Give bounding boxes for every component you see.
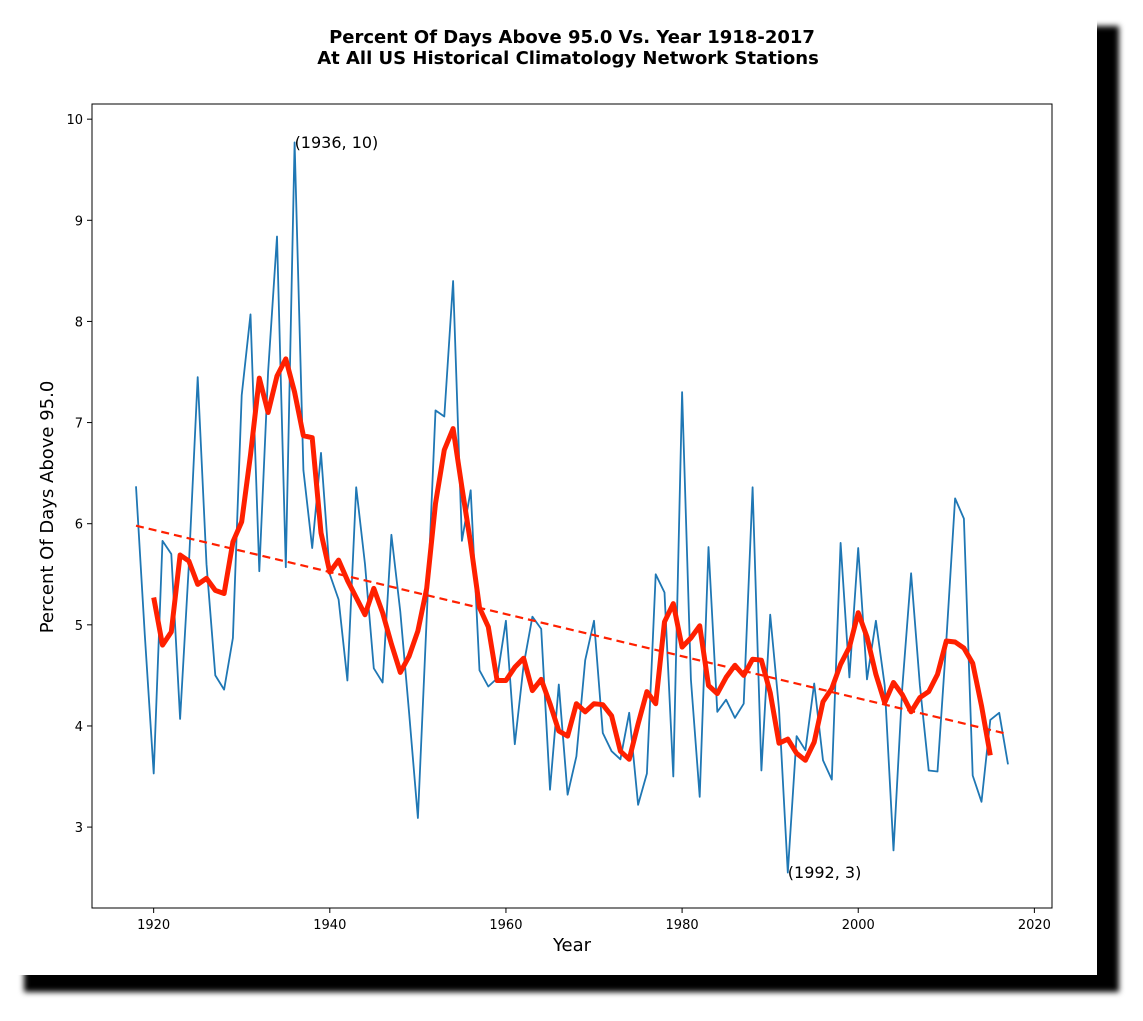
x-tick-label: 1980 [666, 918, 699, 933]
chart-title: Percent Of Days Above 95.0 Vs. Year 1918… [329, 27, 815, 48]
x-tick-label: 1920 [137, 918, 170, 933]
y-tick-label: 10 [66, 113, 83, 128]
y-tick-label: 3 [75, 821, 83, 836]
chart-subtitle: At All US Historical Climatology Network… [317, 48, 819, 69]
y-tick-label: 6 [75, 518, 83, 533]
series-layer [135, 141, 1009, 874]
x-axis-label: Year [552, 935, 592, 956]
trend-line [135, 524, 1009, 736]
x-axis: 1920 1940 1960 1980 2000 2020 [137, 908, 1051, 933]
annotation-label: (1936, 10) [295, 133, 379, 152]
y-tick-label: 4 [75, 720, 83, 735]
x-tick-label: 2000 [842, 918, 875, 933]
y-tick-label: 5 [75, 619, 83, 634]
annotations: (1936, 10) (1992, 3) [295, 133, 862, 882]
x-tick-label: 1960 [489, 918, 522, 933]
y-tick-label: 7 [75, 417, 83, 432]
series-annual-line [135, 141, 1009, 874]
series-moving-average-line [151, 356, 993, 763]
y-axis-label: Percent Of Days Above 95.0 [37, 381, 58, 634]
x-tick-label: 2020 [1018, 918, 1051, 933]
y-tick-label: 9 [75, 214, 83, 229]
x-tick-label: 1940 [313, 918, 346, 933]
plot-area [91, 103, 1053, 909]
y-axis: 3 4 5 6 7 8 9 10 [66, 113, 92, 836]
y-tick-label: 8 [75, 315, 83, 330]
annotation-label: (1992, 3) [788, 863, 862, 882]
